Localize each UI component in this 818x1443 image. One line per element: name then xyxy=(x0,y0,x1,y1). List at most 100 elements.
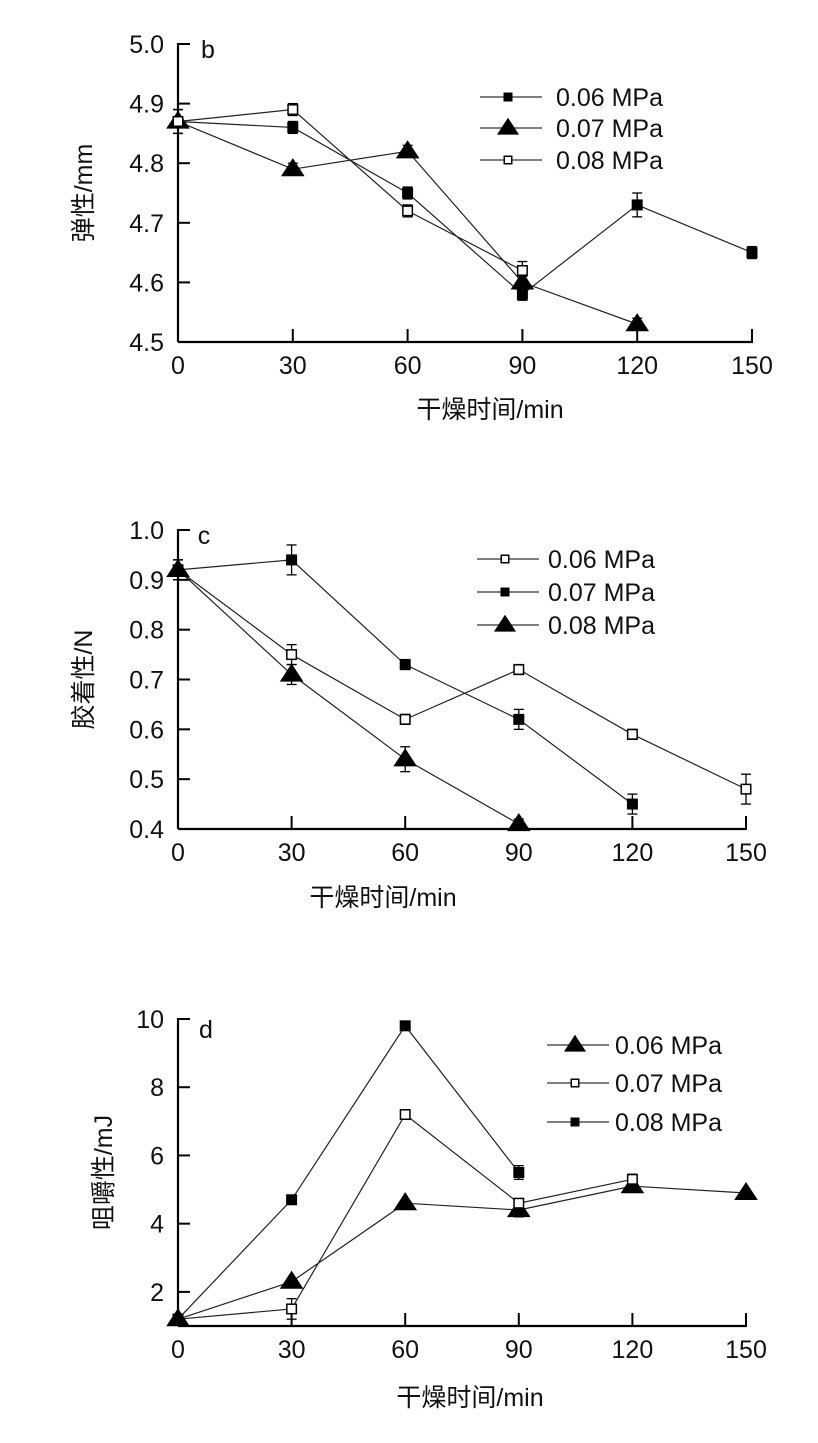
legend-marker xyxy=(500,554,510,564)
series-006 xyxy=(172,108,758,301)
y-tick-label: 4.7 xyxy=(129,210,164,238)
data-point xyxy=(516,288,528,300)
x-tick-label: 150 xyxy=(725,839,767,867)
series-008 xyxy=(172,1020,525,1325)
legend-entry: 0.06 MPa xyxy=(480,84,663,112)
y-axis-label: 咀嚼性/mJ xyxy=(90,1115,118,1230)
x-tick-label: 60 xyxy=(394,352,422,380)
data-point xyxy=(287,104,299,116)
y-axis-label: 胶着性/N xyxy=(70,629,98,729)
x-tick-label: 150 xyxy=(731,352,773,380)
y-tick-label: 0.6 xyxy=(129,716,164,744)
legend-label: 0.07 MPa xyxy=(548,579,655,607)
series-007 xyxy=(172,1109,638,1325)
series-line xyxy=(177,569,520,825)
chart-panel-b: 4.5 4.6 4.7 4.8 4.9 5.0 0 30 60 90 120 150 干燥时间/min 弹… xyxy=(70,31,773,424)
data-point xyxy=(626,1173,638,1185)
x-tick-label: 90 xyxy=(505,839,533,867)
data-point xyxy=(280,158,305,177)
legend-label: 0.06 MPa xyxy=(615,1032,722,1060)
data-point xyxy=(393,1192,418,1211)
data-point xyxy=(279,663,304,682)
series-006 xyxy=(166,1175,758,1327)
x-tick-label: 150 xyxy=(725,1336,767,1364)
x-axis-label: 干燥时间/min xyxy=(309,884,456,912)
legend-label: 0.08 MPa xyxy=(548,612,655,640)
y-tick-label: 2 xyxy=(150,1279,164,1307)
x-tick-label: 90 xyxy=(508,352,536,380)
data-point xyxy=(626,798,638,810)
series-008 xyxy=(172,102,528,281)
data-point xyxy=(510,271,535,290)
legend-marker xyxy=(500,587,510,597)
x-tick-label: 0 xyxy=(171,1336,185,1364)
y-tick-label: 1.0 xyxy=(129,517,164,545)
data-point xyxy=(513,713,525,725)
data-point xyxy=(399,1020,411,1032)
y-tick-label: 5.0 xyxy=(129,31,164,59)
legend-label: 0.08 MPa xyxy=(615,1109,722,1137)
x-axis-label: 干燥时间/min xyxy=(416,396,563,424)
legend-entry: 0.07 MPa xyxy=(477,579,655,607)
y-tick-label: 4 xyxy=(150,1211,164,1239)
legend-entry: 0.08 MPa xyxy=(480,147,663,175)
y-tick-label: 0.9 xyxy=(129,567,164,595)
legend-entry: 0.07 MPa xyxy=(480,115,663,143)
x-tick-label: 120 xyxy=(616,352,658,380)
x-tick-label: 30 xyxy=(278,1336,306,1364)
series-line xyxy=(177,108,523,272)
y-tick-label: 8 xyxy=(150,1074,164,1102)
x-tick-label: 0 xyxy=(171,839,185,867)
y-axis-label: 弹性/mm xyxy=(70,144,98,243)
legend-entry: 0.06 MPa xyxy=(547,1032,722,1060)
data-point xyxy=(172,1313,184,1325)
y-tick-label: 10 xyxy=(136,1006,164,1034)
x-tick-label: 60 xyxy=(391,839,419,867)
data-point xyxy=(513,1167,525,1178)
y-tick-label: 0.8 xyxy=(129,617,164,645)
legend-entry: 0.08 MPa xyxy=(547,1109,722,1137)
legend-label: 0.07 MPa xyxy=(615,1070,722,1098)
data-point xyxy=(626,728,638,740)
y-tick-label: 0.7 xyxy=(129,667,164,695)
data-point xyxy=(402,187,414,199)
x-tick-label: 30 xyxy=(278,839,306,867)
data-point xyxy=(631,199,643,211)
data-point xyxy=(402,205,414,217)
series-line xyxy=(177,1113,633,1320)
legend-marker xyxy=(570,1078,580,1088)
x-tick-label: 120 xyxy=(612,839,654,867)
data-point xyxy=(513,1197,525,1209)
series-line xyxy=(177,569,747,790)
data-point xyxy=(740,783,752,795)
data-point xyxy=(395,140,420,159)
data-point xyxy=(746,247,758,259)
data-point xyxy=(513,664,525,676)
panel-label: d xyxy=(199,1016,213,1044)
series-007 xyxy=(166,108,650,332)
data-point xyxy=(399,1109,411,1121)
chart-panel-d: 2 4 6 8 10 0 30 60 90 120 150 干燥时间/min 咀嚼性/mJ d 0.06 M… xyxy=(90,1006,767,1412)
legend-entry: 0.06 MPa xyxy=(477,546,655,574)
series-line xyxy=(177,1024,520,1320)
y-tick-label: 4.5 xyxy=(129,329,164,357)
data-point xyxy=(166,558,190,577)
series-006 xyxy=(172,559,752,805)
data-point xyxy=(286,1303,298,1315)
legend-entry: 0.07 MPa xyxy=(547,1070,722,1098)
data-point xyxy=(286,554,298,566)
data-point xyxy=(286,1194,298,1206)
y-tick-label: 4.6 xyxy=(129,269,164,297)
legend-marker xyxy=(563,1034,587,1052)
y-tick-label: 0.4 xyxy=(129,816,164,844)
x-tick-label: 60 xyxy=(391,1336,419,1364)
series-line xyxy=(177,1185,747,1320)
x-tick-label: 30 xyxy=(279,352,307,380)
legend-marker xyxy=(503,155,513,165)
series-008 xyxy=(166,558,531,832)
panel-label: b xyxy=(201,36,215,64)
y-tick-label: 4.9 xyxy=(129,91,164,119)
y-tick-label: 6 xyxy=(150,1142,164,1170)
data-point xyxy=(506,812,531,832)
